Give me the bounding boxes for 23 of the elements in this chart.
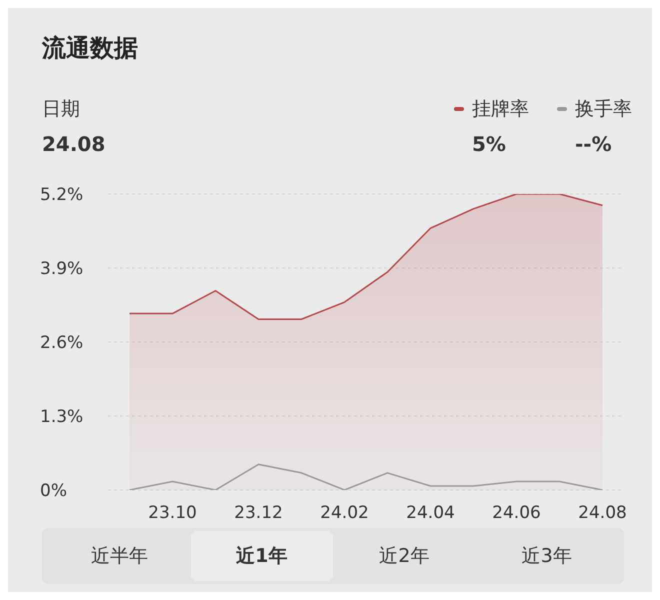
text: 5%: [472, 132, 506, 156]
text: --%: [575, 132, 612, 156]
y-tick-label: 5.2%: [40, 185, 84, 206]
y-tick-label: 3.9%: [40, 259, 84, 280]
text: 近2年: [378, 544, 430, 569]
text: 近3年: [520, 544, 573, 569]
legend-label: 换手率: [575, 97, 632, 122]
text: 近半年: [90, 544, 149, 569]
legend-label: 挂牌率: [472, 97, 529, 122]
y-tick-label: 1.3%: [40, 407, 84, 428]
text: 日期: [42, 97, 80, 122]
x-tick-label: 24.06: [492, 503, 541, 524]
x-tick-label: 23.10: [148, 503, 197, 524]
x-tick-label: 24.08: [578, 503, 627, 524]
y-tick-label: 0%: [40, 481, 67, 502]
text: 24.08: [42, 132, 106, 156]
y-tick-label: 2.6%: [40, 333, 84, 354]
x-tick-label: 24.04: [406, 503, 455, 524]
text: 近1年: [190, 531, 333, 581]
chart-title: 流通数据: [42, 33, 138, 64]
x-tick-label: 24.02: [320, 503, 369, 524]
line-series: [128, 464, 604, 490]
x-tick-label: 23.12: [234, 503, 283, 524]
